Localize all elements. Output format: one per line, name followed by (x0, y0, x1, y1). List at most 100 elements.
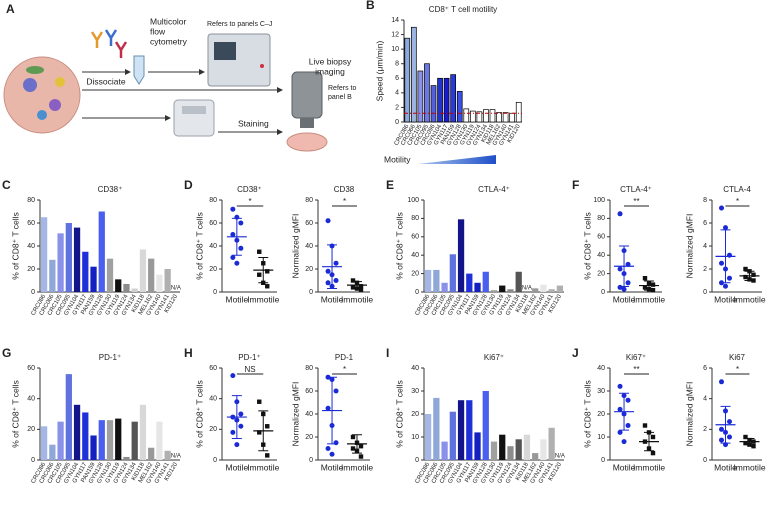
cytometer-part (214, 42, 236, 60)
panel-letter: D (184, 178, 193, 192)
y-tick-label: 10 (597, 434, 605, 441)
chart-title: Ki67⁺ (626, 353, 646, 362)
y-tick-label: 30 (411, 388, 419, 395)
note: panel B (328, 94, 352, 101)
y-tick-label: 60 (209, 220, 217, 227)
data-point (265, 424, 270, 429)
bar (496, 112, 502, 123)
panel-letter: A (6, 2, 15, 16)
data-point (358, 454, 364, 459)
value-label: N/A (555, 454, 565, 460)
bar (502, 112, 509, 123)
y-tick-label: 60 (411, 234, 419, 241)
panel-letter: B (366, 0, 375, 12)
chart-title: Ki67 (729, 353, 746, 362)
y-tick-label: 40 (305, 243, 313, 250)
y-axis-label: % of CD8⁺ T cells (10, 212, 20, 279)
y-tick-label: 80 (305, 197, 313, 204)
x-tick-label: Immotile (633, 462, 665, 472)
y-tick-label: 4 (703, 396, 707, 403)
data-point (350, 446, 356, 451)
y-tick-label: 80 (209, 197, 217, 204)
bar (437, 77, 443, 123)
cell (26, 66, 44, 74)
error-bar (744, 270, 755, 281)
y-axis-label: Normalized gMFI (290, 214, 300, 279)
y-tick-label: 6 (395, 75, 399, 82)
y-tick-label: 60 (305, 220, 313, 227)
y-tick-label: 0 (213, 289, 217, 296)
error-bar (720, 405, 731, 444)
bar (523, 434, 531, 460)
panel-letter: C (2, 178, 11, 192)
y-tick-label: 20 (209, 426, 217, 433)
antibody (114, 41, 128, 58)
y-axis-label: Normalized gMFI (290, 382, 300, 447)
chart-title: PD-1 (335, 353, 354, 362)
motility-gradient (418, 155, 496, 164)
bar (156, 421, 163, 460)
data-point (350, 434, 356, 440)
bar (441, 282, 448, 292)
bar (509, 112, 516, 123)
significance-label: * (343, 365, 346, 374)
bar (73, 227, 81, 292)
y-tick-label: 0 (415, 289, 419, 296)
y-tick-label: 40 (411, 365, 419, 372)
bar (65, 223, 72, 292)
bar (98, 420, 105, 460)
data-point (727, 434, 732, 440)
y-tick-label: 80 (305, 365, 313, 372)
tumor (3, 56, 81, 134)
error-bar (352, 281, 362, 290)
chart-title: CTLA-4 (723, 185, 751, 194)
data-point (621, 286, 627, 292)
significance-label: ** (633, 197, 639, 206)
data-point (617, 266, 623, 272)
bar (457, 219, 465, 292)
data-point (743, 266, 748, 272)
data-point (642, 285, 648, 290)
data-point (325, 405, 331, 411)
bar (474, 282, 481, 292)
x-tick-label: Immotile (733, 294, 765, 304)
bar (164, 269, 171, 292)
bar (469, 110, 476, 123)
y-tick-label: 60 (305, 388, 313, 395)
x-tick-label: Immotile (633, 294, 665, 304)
x-tick-label: Immotile (733, 462, 765, 472)
y-tick-label: 2 (395, 104, 399, 111)
data-point (650, 282, 656, 287)
data-point (265, 453, 270, 458)
x-tick-label: Motile (613, 294, 636, 304)
x-tick-label: Motile (613, 462, 636, 472)
y-tick-label: 14 (391, 17, 399, 24)
y-tick-label: 0 (601, 289, 605, 296)
data-point (751, 272, 756, 277)
chart-title: PD-1⁺ (99, 353, 121, 362)
bar (548, 427, 555, 460)
y-tick-label: 0 (395, 119, 399, 126)
bar (123, 456, 130, 460)
data-point (238, 423, 244, 429)
stainer (173, 99, 215, 137)
y-tick-label: 40 (305, 411, 313, 418)
bar (433, 269, 440, 292)
data-point (358, 284, 364, 289)
data-point (230, 206, 236, 212)
bar (450, 74, 457, 123)
data-point (238, 220, 244, 226)
bar (424, 63, 430, 123)
y-tick-label: 0 (309, 457, 313, 464)
y-tick-label: 12 (391, 31, 399, 38)
bar (540, 439, 547, 460)
significance-label: ** (633, 365, 639, 374)
data-point (625, 397, 631, 403)
error-bar (231, 217, 242, 256)
bar (424, 414, 432, 460)
data-point (325, 218, 331, 224)
error-bar (352, 434, 362, 454)
y-axis-label: Speed (μm/min) (374, 41, 384, 102)
y-tick-label: 8 (703, 197, 707, 204)
y-tick-label: 20 (597, 270, 605, 277)
